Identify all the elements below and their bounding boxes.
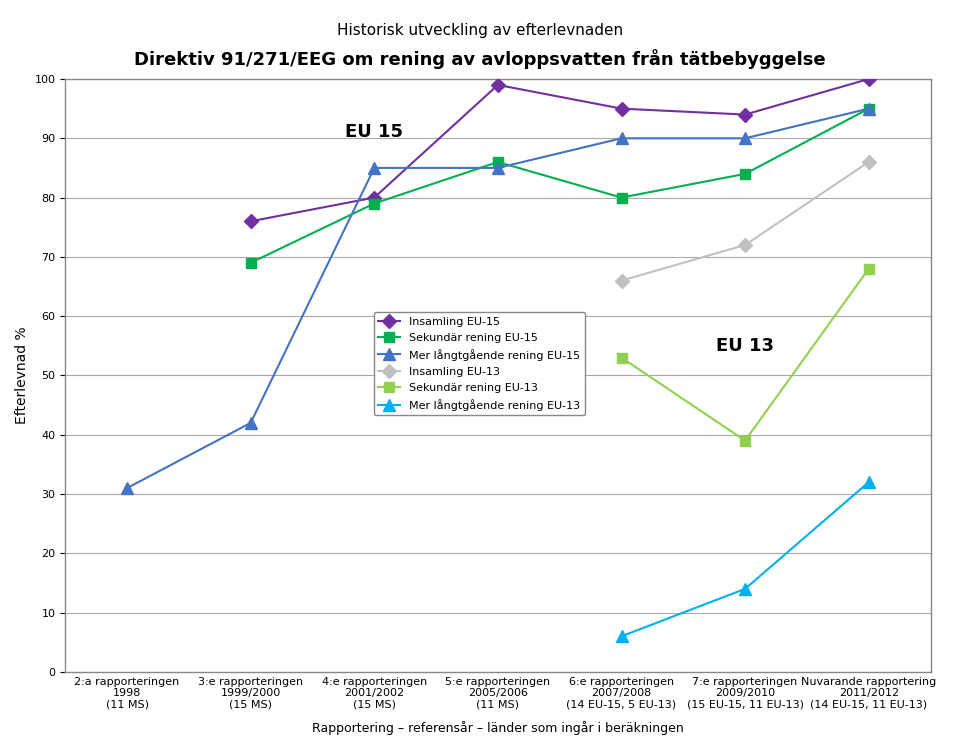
Line: Sekundär rening EU-13: Sekundär rening EU-13 xyxy=(616,264,874,446)
Text: EU 15: EU 15 xyxy=(346,123,403,141)
Sekundär rening EU-13 xyxy=(615,353,627,362)
Insamling EU-15 xyxy=(245,217,256,226)
Insamling EU-15 xyxy=(369,193,380,202)
Sekundär rening EU-15 xyxy=(863,104,875,113)
Sekundär rening EU-15 xyxy=(615,193,627,202)
Sekundär rening EU-15 xyxy=(739,170,751,178)
Insamling EU-13 xyxy=(863,158,875,166)
Mer långtgående rening EU-13 xyxy=(615,632,627,640)
Mer långtgående rening EU-13 xyxy=(739,584,751,593)
Line: Sekundär rening EU-15: Sekundär rening EU-15 xyxy=(246,104,874,268)
X-axis label: Rapportering – referensår – länder som ingår i beräkningen: Rapportering – referensår – länder som i… xyxy=(312,721,684,735)
Insamling EU-15 xyxy=(615,104,627,113)
Legend: Insamling EU-15, Sekundär rening EU-15, Mer långtgående rening EU-15, Insamling : Insamling EU-15, Sekundär rening EU-15, … xyxy=(373,312,585,416)
Y-axis label: Efterlevnad %: Efterlevnad % xyxy=(15,326,29,424)
Insamling EU-15 xyxy=(739,110,751,119)
Mer långtgående rening EU-13 xyxy=(863,478,875,487)
Insamling EU-15 xyxy=(863,74,875,83)
Text: Direktiv 91/271/EEG om rening av avloppsvatten från tätbebyggelse: Direktiv 91/271/EEG om rening av avlopps… xyxy=(134,49,826,69)
Mer långtgående rening EU-15 xyxy=(739,134,751,142)
Text: Historisk utveckling av efterlevnaden: Historisk utveckling av efterlevnaden xyxy=(337,22,623,38)
Mer långtgående rening EU-15 xyxy=(369,164,380,172)
Insamling EU-13 xyxy=(615,276,627,285)
Line: Mer långtgående rening EU-13: Mer långtgående rening EU-13 xyxy=(616,476,875,642)
Sekundär rening EU-13 xyxy=(739,436,751,445)
Line: Insamling EU-13: Insamling EU-13 xyxy=(616,158,874,286)
Insamling EU-15 xyxy=(492,80,504,89)
Sekundär rening EU-15 xyxy=(369,199,380,208)
Mer långtgående rening EU-15 xyxy=(615,134,627,142)
Insamling EU-13 xyxy=(739,241,751,250)
Mer långtgående rening EU-15 xyxy=(492,164,504,172)
Text: EU 13: EU 13 xyxy=(716,337,774,355)
Mer långtgående rening EU-15 xyxy=(121,484,132,493)
Sekundär rening EU-15 xyxy=(245,258,256,267)
Mer långtgående rening EU-15 xyxy=(863,104,875,113)
Sekundär rening EU-15 xyxy=(492,158,504,166)
Line: Mer långtgående rening EU-15: Mer långtgående rening EU-15 xyxy=(122,103,875,494)
Line: Insamling EU-15: Insamling EU-15 xyxy=(246,74,874,226)
Mer långtgående rening EU-15 xyxy=(245,419,256,428)
Sekundär rening EU-13 xyxy=(863,264,875,273)
